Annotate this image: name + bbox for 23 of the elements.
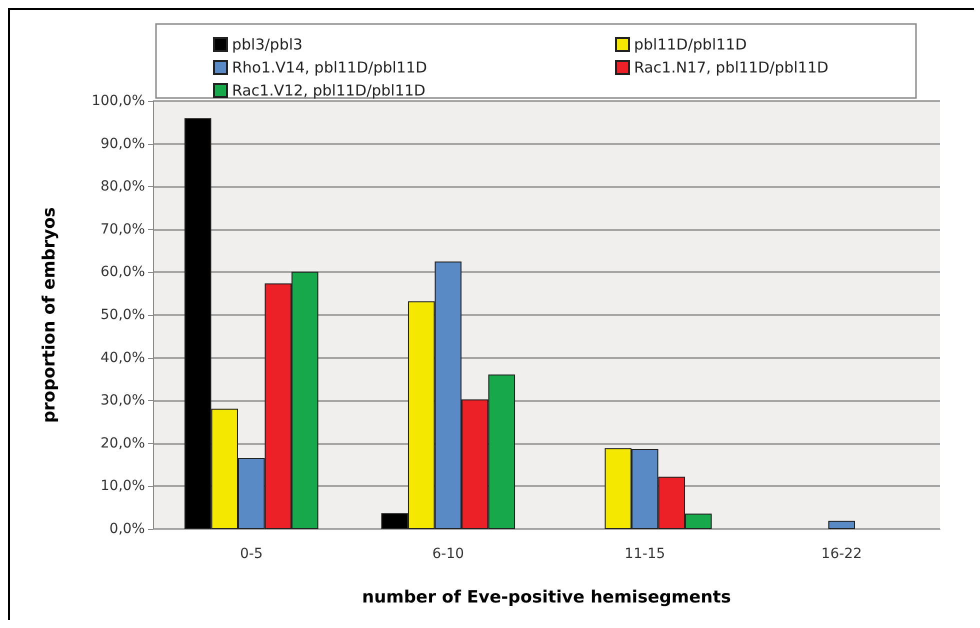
y-tick-label: 60,0%: [100, 264, 145, 280]
y-tick-label: 10,0%: [100, 478, 145, 494]
x-tick-label: 6-10: [432, 546, 464, 562]
x-tick-label: 0-5: [240, 546, 263, 562]
x-axis-title: number of Eve-positive hemisegments: [362, 588, 732, 608]
y-tick-label: 70,0%: [100, 221, 145, 238]
legend-label: pbl11D/pbl11D: [634, 36, 747, 54]
y-axis-title: proportion of embryos: [40, 207, 60, 423]
y-tick-label: 100,0%: [92, 93, 145, 109]
y-tick-label: 30,0%: [100, 392, 145, 409]
legend-label: Rho1.V14, pbl11D/pbl11D: [232, 58, 428, 76]
y-tick-label: 80,0%: [100, 178, 145, 195]
x-tick-label: 16-22: [821, 546, 862, 562]
y-tick-label: 90,0%: [100, 136, 145, 152]
y-tick-label: 20,0%: [100, 435, 145, 452]
y-tick-label: 40,0%: [100, 350, 145, 366]
y-tick-label: 50,0%: [100, 307, 145, 323]
y-tick-label: 0,0%: [109, 521, 145, 537]
x-tick-label: 11-15: [624, 546, 666, 562]
bar: [828, 520, 856, 529]
legend-label: pbl3/pbl3: [232, 36, 303, 54]
legend-label: Rac1.N17, pbl11D/pbl11D: [634, 58, 828, 76]
legend-label: Rac1.V12, pbl11D/pbl11D: [232, 82, 426, 100]
